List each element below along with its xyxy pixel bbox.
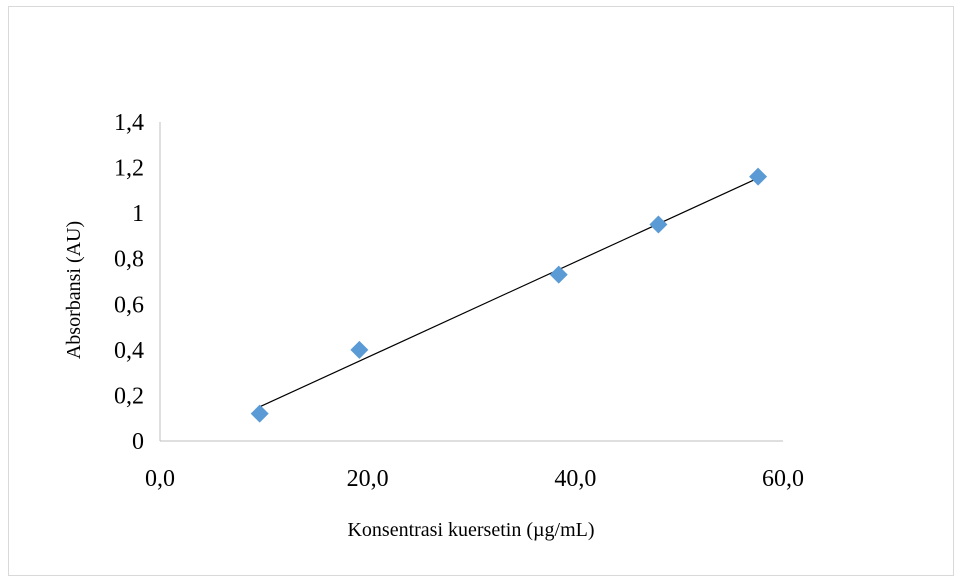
x-tick-label: 0,0 xyxy=(145,466,175,492)
y-tick-label: 0,6 xyxy=(114,292,144,318)
y-tick-label: 0,2 xyxy=(114,383,144,409)
y-tick-label: 1 xyxy=(132,201,144,227)
y-tick-label: 0,8 xyxy=(114,247,144,273)
y-tick-label: 0 xyxy=(132,429,144,455)
data-point-marker xyxy=(749,167,768,186)
y-tick-label: 1,2 xyxy=(114,156,144,182)
data-point-marker xyxy=(350,340,369,359)
y-tick-label: 1,4 xyxy=(114,110,144,136)
linear-trendline xyxy=(259,177,759,408)
x-tick-label: 20,0 xyxy=(347,466,389,492)
data-point-marker xyxy=(250,404,269,423)
x-axis-title: Konsentrasi kuersetin (µg/mL) xyxy=(347,519,594,541)
trendline-group xyxy=(259,177,759,408)
x-tick-label: 60,0 xyxy=(762,466,804,492)
y-tick-label: 0,4 xyxy=(114,338,144,364)
x-tick-label: 40,0 xyxy=(554,466,596,492)
y-tick-labels: 0 0,2 0,4 0,6 0,8 1 1,2 1,4 xyxy=(114,110,144,455)
chart-frame xyxy=(8,6,954,576)
y-axis-title: Absorbansi (AU) xyxy=(63,221,85,359)
data-points xyxy=(250,167,768,423)
x-tick-labels: 0,0 20,0 40,0 60,0 xyxy=(145,466,804,492)
data-point-marker xyxy=(549,265,568,284)
data-point-marker xyxy=(649,215,668,234)
